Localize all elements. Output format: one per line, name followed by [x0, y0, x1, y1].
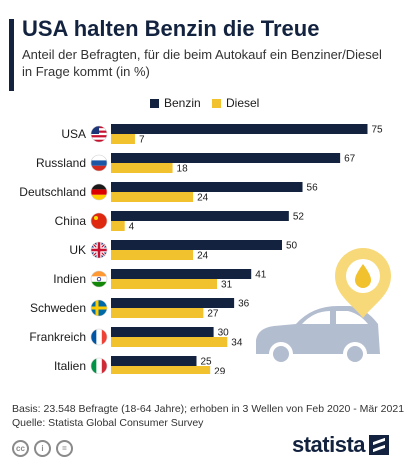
value-label-benzin: 25 — [201, 357, 213, 368]
value-label-diesel: 24 — [197, 193, 209, 204]
category-label: Russland — [36, 156, 86, 170]
category-label: Italien — [54, 359, 86, 373]
legend-swatch-diesel — [212, 98, 221, 108]
value-label-diesel: 29 — [214, 367, 226, 375]
category-label: Frankreich — [29, 330, 86, 344]
page-subtitle: Anteil der Befragten, für die beim Autok… — [22, 47, 382, 79]
bar-diesel — [111, 134, 135, 144]
chart-row: Deutschland 56 24 — [19, 182, 318, 204]
by-icon: i — [34, 440, 51, 457]
value-label-benzin: 36 — [238, 299, 250, 310]
car-illustration — [256, 248, 391, 366]
bar-diesel — [111, 308, 204, 318]
flag-us-icon — [90, 125, 108, 143]
chart-row: Schweden 36 27 — [30, 298, 250, 320]
flag-de-icon — [90, 183, 108, 201]
flag-fr-icon — [90, 328, 108, 346]
value-label-benzin: 41 — [255, 270, 267, 281]
fuel-pin-icon — [335, 248, 391, 318]
value-label-diesel: 27 — [207, 309, 219, 320]
chart-row: China 52 4 — [55, 211, 305, 233]
flag-uk-icon — [90, 241, 108, 259]
source-text: Quelle: Statista Global Consumer Survey — [12, 417, 204, 429]
bar-diesel — [111, 192, 194, 202]
accent-bar — [9, 19, 14, 91]
cc-icon: cc — [12, 440, 29, 457]
category-label: USA — [61, 127, 86, 141]
legend-label-diesel: Diesel — [226, 96, 260, 110]
category-label: Indien — [53, 272, 86, 286]
category-label: China — [55, 214, 87, 228]
bar-benzin — [111, 124, 368, 134]
value-label-diesel: 24 — [197, 251, 209, 262]
flag-it-icon — [90, 357, 108, 374]
category-label: Schweden — [30, 301, 86, 315]
bar-diesel — [111, 163, 173, 173]
value-label-benzin: 56 — [307, 183, 319, 194]
legend-item-diesel: Diesel — [212, 96, 259, 110]
bar-benzin — [111, 356, 197, 366]
value-label-diesel: 34 — [231, 338, 243, 349]
chart-row: Indien 41 31 — [53, 269, 267, 291]
bar-diesel — [111, 221, 125, 231]
value-label-benzin: 75 — [372, 125, 384, 136]
category-label: UK — [69, 243, 86, 257]
bar-chart: USA 75 7 Russland 67 18 Deutschland 56 24 China 52… — [19, 124, 391, 374]
value-label-benzin: 30 — [218, 328, 230, 339]
value-label-diesel: 4 — [129, 222, 135, 233]
chart-row: UK 50 24 — [69, 240, 298, 262]
page-title: USA halten Benzin die Treue — [22, 16, 320, 41]
category-label: Deutschland — [19, 185, 86, 199]
legend-label-benzin: Benzin — [164, 96, 201, 110]
bar-benzin — [111, 153, 341, 163]
bar-benzin — [111, 269, 252, 279]
value-label-diesel: 31 — [221, 280, 233, 291]
legend-swatch-benzin — [150, 98, 159, 108]
value-label-benzin: 67 — [344, 154, 356, 165]
bar-benzin — [111, 327, 214, 337]
bar-benzin — [111, 211, 289, 221]
value-label-benzin: 52 — [293, 212, 305, 223]
bar-diesel — [111, 279, 218, 289]
flag-ru-icon — [90, 154, 108, 172]
statista-logo: statista — [292, 432, 390, 458]
value-label-benzin: 50 — [286, 241, 298, 252]
car-icon — [256, 306, 380, 366]
basis-text: Basis: 23.548 Befragte (18-64 Jahre); er… — [12, 403, 405, 415]
chart-row: Russland 67 18 — [36, 153, 356, 175]
flag-se-icon — [90, 299, 108, 317]
bar-diesel — [111, 366, 211, 374]
value-label-diesel: 7 — [139, 135, 145, 146]
brand-name: statista — [292, 432, 366, 457]
source-note: Basis: 23.548 Befragte (18-64 Jahre); er… — [12, 402, 404, 430]
bar-diesel — [111, 250, 194, 260]
nd-icon: = — [56, 440, 73, 457]
chart-row: USA 75 7 — [61, 124, 383, 146]
value-label-diesel: 18 — [177, 164, 189, 175]
bar-benzin — [111, 298, 235, 308]
bar-diesel — [111, 337, 228, 347]
legend-item-benzin: Benzin — [150, 96, 201, 110]
chart-legend: Benzin Diesel — [0, 96, 405, 112]
bar-benzin — [111, 240, 282, 250]
flag-in-icon — [90, 270, 108, 288]
statista-logo-icon — [369, 435, 390, 455]
flag-cn-icon — [90, 212, 108, 230]
bar-benzin — [111, 182, 303, 192]
license-icons: cc i = — [12, 440, 73, 457]
